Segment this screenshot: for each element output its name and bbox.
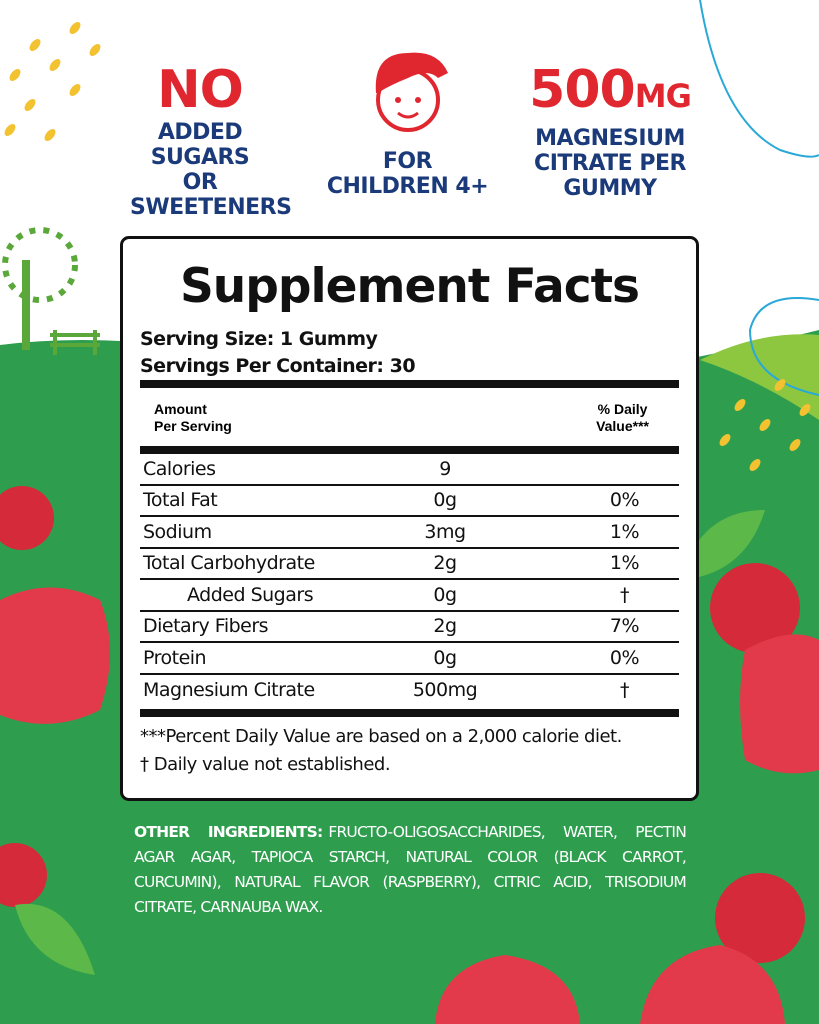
facts-row: Sodium 3mg 1% <box>140 517 679 549</box>
header-line: % Daily <box>597 401 648 417</box>
claim-text: SWEETENERS <box>130 195 292 220</box>
row-dv: † <box>620 583 630 606</box>
row-name: Protein <box>143 646 207 669</box>
header-line: Per Serving <box>154 418 232 434</box>
facts-row: Added Sugars 0g † <box>140 580 679 612</box>
facts-title: Supplement Facts <box>179 259 640 314</box>
claim-no-added-sugars: NO ADDED SUGARS OR SWEETENERS <box>130 60 292 220</box>
claim-text: MAGNESIUM <box>535 126 685 151</box>
claim-headline: 500MG <box>525 60 695 126</box>
row-amount: 0g <box>433 646 457 669</box>
divider <box>140 709 679 717</box>
row-amount: 0g <box>433 583 457 606</box>
claim-headline-value: 500 <box>529 60 636 120</box>
facts-row: Total Fat 0g 0% <box>140 486 679 517</box>
row-name: Sodium <box>143 520 212 543</box>
facts-header: Amount Per Serving % Daily Value*** <box>140 388 679 446</box>
footnote: ***Percent Daily Value are based on a 2,… <box>140 726 622 747</box>
amount-header: Amount Per Serving <box>154 401 232 442</box>
leaf-icon <box>15 510 765 975</box>
raspberry-icon <box>0 486 805 963</box>
facts-row: Protein 0g 0% <box>140 643 679 675</box>
servings-per-container: Servings Per Container: 30 <box>140 355 416 377</box>
tree-icon <box>2 227 100 355</box>
facts-rows: Calories 9 Total Fat 0g 0% Sodium 3mg 1% Total C… <box>140 454 679 706</box>
claim-text: CHILDREN 4+ <box>326 174 489 199</box>
claim-text: GUMMY <box>563 176 657 201</box>
row-dv: 7% <box>609 615 640 638</box>
row-dv: 0% <box>609 646 640 669</box>
facts-row: Dietary Fibers 2g 7% <box>140 612 679 643</box>
claim-text: ADDED <box>157 120 243 145</box>
claim-text: SUGARS OR <box>150 145 250 195</box>
facts-row: Magnesium Citrate 500mg † <box>140 675 679 707</box>
row-amount: 2g <box>433 615 457 638</box>
row-amount: 0g <box>433 489 457 512</box>
divider <box>140 380 679 388</box>
supplement-facts-panel: Supplement Facts Serving Size: 1 Gummy S… <box>120 236 699 801</box>
row-name: Total Fat <box>143 489 218 512</box>
row-name: Dietary Fibers <box>143 615 269 638</box>
footnotes: ***Percent Daily Value are based on a 2,… <box>140 723 679 779</box>
claim-500mg: 500MG MAGNESIUM CITRATE PER GUMMY <box>525 60 695 201</box>
other-ingredients: OTHER INGREDIENTS: FRUCTO-OLIGOSACCHARIDE… <box>134 820 687 920</box>
child-face-icon <box>375 52 448 132</box>
row-dv: 0% <box>609 489 640 512</box>
divider <box>140 446 679 454</box>
ingredients-text: FRUCTO-OLIGOSACCHARIDES, WATER, PECTIN A… <box>134 823 687 916</box>
row-name: Added Sugars <box>187 583 314 606</box>
row-amount: 2g <box>433 552 457 575</box>
dv-header: % Daily Value*** <box>596 401 649 442</box>
ingredients-label: OTHER INGREDIENTS: <box>134 823 323 841</box>
footnote: † Daily value not established. <box>140 754 391 775</box>
serving-size: Serving Size: 1 Gummy <box>140 328 378 350</box>
gummy-icon <box>0 587 819 1024</box>
row-amount: 9 <box>439 457 451 480</box>
claim-headline-unit: MG <box>634 77 692 115</box>
row-name: Magnesium Citrate <box>143 679 315 702</box>
row-dv: 1% <box>609 552 640 575</box>
header-line: Amount <box>154 401 207 417</box>
row-amount: 500mg <box>412 679 478 702</box>
row-dv: 1% <box>609 520 640 543</box>
claim-text: FOR <box>382 149 433 174</box>
facts-row: Calories 9 <box>140 454 679 486</box>
row-dv: † <box>620 679 630 702</box>
claim-text: CITRATE PER <box>534 151 686 176</box>
claim-headline: NO <box>157 60 244 120</box>
facts-row: Total Carbohydrate 2g 1% <box>140 549 679 580</box>
header-line: Value*** <box>596 418 649 434</box>
row-name: Calories <box>143 457 216 480</box>
row-name: Total Carbohydrate <box>143 552 315 575</box>
row-amount: 3mg <box>424 520 466 543</box>
claim-for-children: FOR CHILDREN 4+ <box>325 48 490 199</box>
